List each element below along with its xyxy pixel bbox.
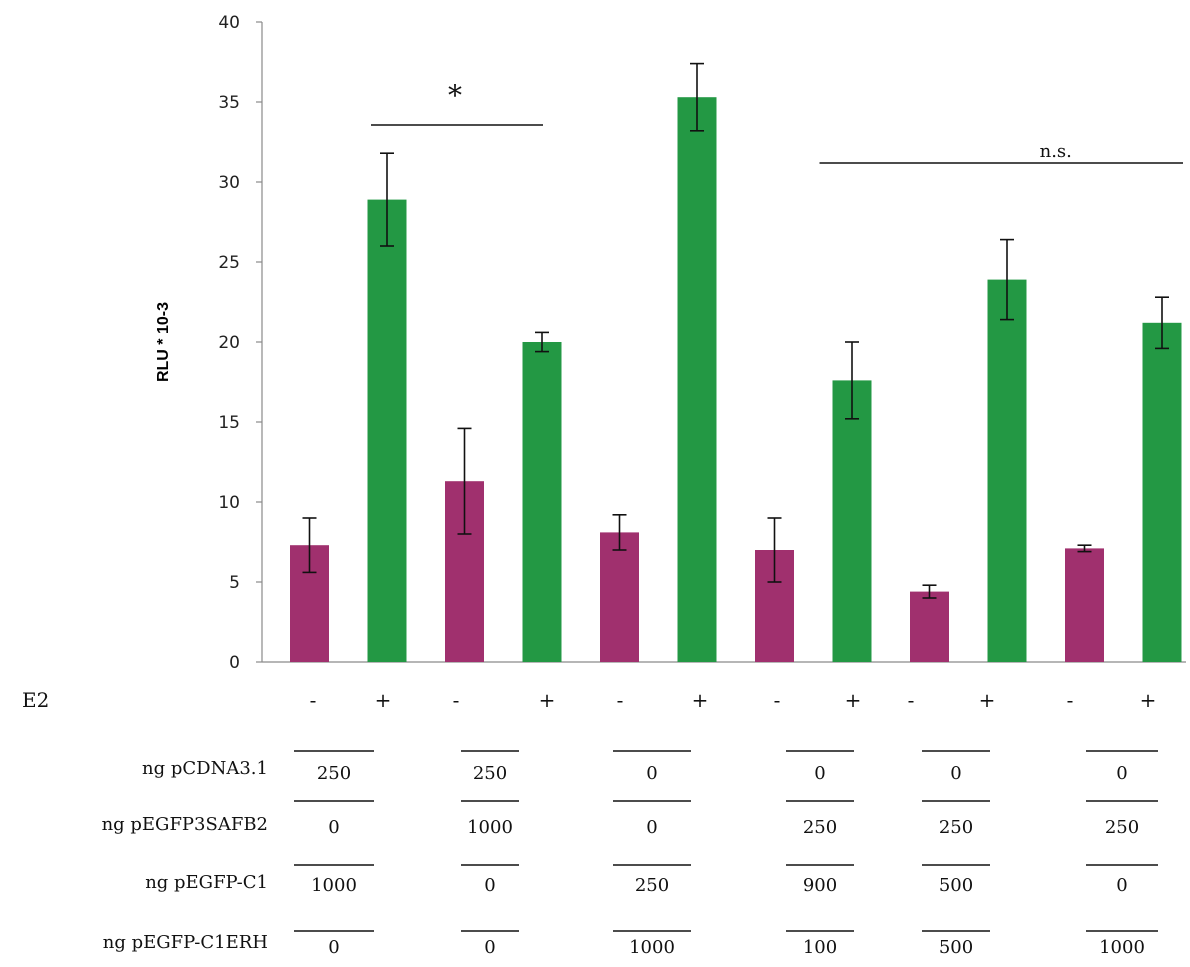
bar — [832, 380, 872, 662]
e2-row: E2 - + - + - + - + - + - + — [22, 688, 1156, 712]
error-bar — [845, 341, 859, 420]
e2-sign: + — [845, 688, 862, 712]
table-row-label: ng pEGFP3SAFB2 — [102, 814, 268, 835]
table-cell-value: 500 — [939, 937, 973, 958]
bar — [910, 591, 949, 662]
error-bar — [612, 513, 627, 551]
error-bar — [1000, 238, 1014, 321]
e2-row-label: E2 — [22, 688, 49, 712]
table-cell-value: 0 — [328, 937, 339, 958]
condition-table: ng pCDNA3.1 250 250 0 0 0 0ng pEGFP3SAFB2 0 1000… — [102, 750, 1158, 958]
e2-sign: - — [908, 688, 915, 712]
error-bar — [535, 331, 549, 353]
bar — [367, 199, 407, 662]
significance-label: * — [448, 79, 462, 112]
table-cell-value: 0 — [1116, 763, 1127, 784]
table-cell-value: 500 — [939, 875, 973, 896]
e2-sign: - — [1067, 688, 1074, 712]
e2-sign: + — [539, 688, 556, 712]
table-row-label: ng pEGFP-C1ERH — [103, 932, 268, 953]
bar — [987, 279, 1027, 662]
table-cell-value: 0 — [484, 875, 495, 896]
table-cell-value: 1000 — [1099, 937, 1145, 958]
significance-label: n.s. — [1040, 141, 1072, 162]
table-row-label: ng pCDNA3.1 — [142, 758, 268, 779]
error-bar — [457, 427, 472, 535]
error-bar — [922, 584, 937, 599]
table-cell-value: 250 — [473, 763, 507, 784]
error-bar — [1077, 544, 1092, 553]
table-cell-value: 250 — [317, 763, 351, 784]
table-cell-value: 250 — [635, 875, 669, 896]
table-cell-value: 1000 — [311, 875, 357, 896]
e2-sign: + — [375, 688, 392, 712]
error-bar — [1155, 296, 1169, 350]
table-cell-value: 0 — [950, 763, 961, 784]
table-cell-value: 0 — [484, 937, 495, 958]
y-tick-label: 10 — [218, 493, 240, 513]
table-cell-value: 250 — [803, 817, 837, 838]
table-cell-value: 0 — [1116, 875, 1127, 896]
y-tick-label: 0 — [229, 653, 240, 673]
y-axis: 0 5 10 15 20 25 30 35 40 — [218, 13, 1186, 673]
bar — [1065, 548, 1104, 662]
e2-sign: - — [453, 688, 460, 712]
y-tick-label: 40 — [218, 13, 240, 33]
table-cell-value: 0 — [814, 763, 825, 784]
e2-sign: + — [692, 688, 709, 712]
error-bar — [690, 62, 704, 132]
table-cell-value: 0 — [328, 817, 339, 838]
y-tick-label: 30 — [218, 173, 240, 193]
e2-sign: - — [774, 688, 781, 712]
bars — [290, 62, 1182, 662]
e2-sign: + — [979, 688, 996, 712]
table-cell-value: 1000 — [467, 817, 513, 838]
y-tick-label: 5 — [229, 573, 240, 593]
table-cell-value: 100 — [803, 937, 837, 958]
table-cell-value: 250 — [1105, 817, 1139, 838]
e2-sign: - — [617, 688, 624, 712]
table-cell-value: 1000 — [629, 937, 675, 958]
e2-sign: + — [1140, 688, 1157, 712]
significance-annotations: * n.s. — [371, 79, 1183, 164]
y-axis-label: RLU * 10-3 — [155, 302, 172, 382]
e2-sign: - — [310, 688, 317, 712]
bar — [677, 97, 717, 662]
y-tick-label: 35 — [218, 93, 240, 113]
table-cell-value: 250 — [939, 817, 973, 838]
error-bar — [302, 517, 317, 574]
y-tick-label: 25 — [218, 253, 240, 273]
table-cell-value: 900 — [803, 875, 837, 896]
y-tick-label: 15 — [218, 413, 240, 433]
bar — [1142, 322, 1182, 662]
y-tick-label: 20 — [218, 333, 240, 353]
table-cell-value: 0 — [646, 763, 657, 784]
error-bar — [380, 152, 394, 247]
table-row-label: ng pEGFP-C1 — [145, 872, 268, 893]
bar — [522, 342, 562, 662]
table-cell-value: 0 — [646, 817, 657, 838]
error-bar — [767, 517, 782, 583]
bar — [600, 532, 639, 662]
